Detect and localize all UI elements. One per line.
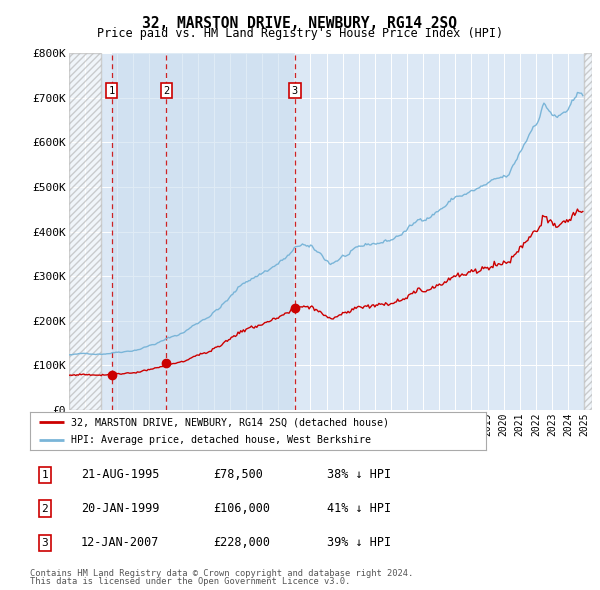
Bar — [69, 53, 101, 410]
Text: 2: 2 — [163, 86, 170, 96]
Text: 21-AUG-1995: 21-AUG-1995 — [81, 468, 160, 481]
Text: 20-JAN-1999: 20-JAN-1999 — [81, 502, 160, 515]
Text: Contains HM Land Registry data © Crown copyright and database right 2024.: Contains HM Land Registry data © Crown c… — [30, 569, 413, 578]
Text: 41% ↓ HPI: 41% ↓ HPI — [327, 502, 391, 515]
Text: 2: 2 — [41, 504, 49, 513]
Text: 32, MARSTON DRIVE, NEWBURY, RG14 2SQ: 32, MARSTON DRIVE, NEWBURY, RG14 2SQ — [143, 16, 458, 31]
Text: HPI: Average price, detached house, West Berkshire: HPI: Average price, detached house, West… — [71, 435, 371, 444]
Text: 38% ↓ HPI: 38% ↓ HPI — [327, 468, 391, 481]
Text: £106,000: £106,000 — [213, 502, 270, 515]
Text: This data is licensed under the Open Government Licence v3.0.: This data is licensed under the Open Gov… — [30, 577, 350, 586]
Text: 1: 1 — [109, 86, 115, 96]
Text: 32, MARSTON DRIVE, NEWBURY, RG14 2SQ (detached house): 32, MARSTON DRIVE, NEWBURY, RG14 2SQ (de… — [71, 418, 389, 427]
Text: Price paid vs. HM Land Registry's House Price Index (HPI): Price paid vs. HM Land Registry's House … — [97, 27, 503, 40]
Bar — [112, 53, 166, 410]
Text: £78,500: £78,500 — [213, 468, 263, 481]
Text: 3: 3 — [292, 86, 298, 96]
Bar — [166, 53, 295, 410]
Bar — [584, 53, 592, 410]
Text: 3: 3 — [41, 538, 49, 548]
Text: £228,000: £228,000 — [213, 536, 270, 549]
Text: 39% ↓ HPI: 39% ↓ HPI — [327, 536, 391, 549]
Text: 12-JAN-2007: 12-JAN-2007 — [81, 536, 160, 549]
Text: 1: 1 — [41, 470, 49, 480]
